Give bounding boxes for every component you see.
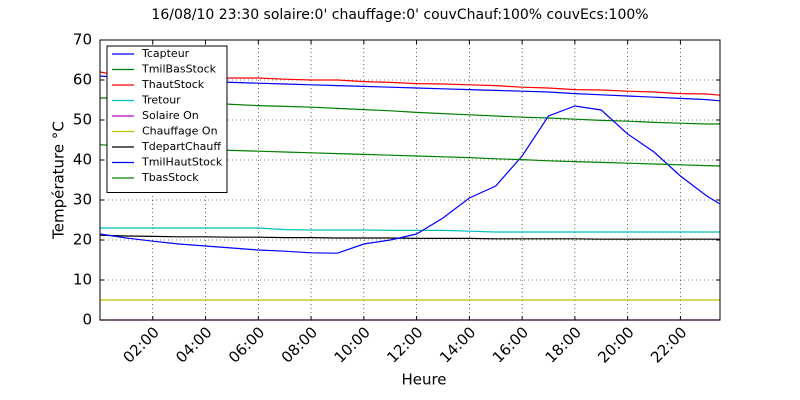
legend-label: TmilHautStock xyxy=(141,156,223,169)
chart-title: 16/08/10 23:30 solaire:0' chauffage:0' c… xyxy=(151,7,648,23)
y-tick-label: 0 xyxy=(82,311,92,329)
series-line xyxy=(99,105,721,254)
legend-label: ThautStock xyxy=(141,78,205,91)
y-tick-label: 50 xyxy=(73,111,92,129)
legend-label: Tretour xyxy=(141,94,181,107)
y-tick-label: 70 xyxy=(73,31,92,49)
y-axis-label: Température °C xyxy=(50,121,68,240)
y-tick-label: 40 xyxy=(73,151,92,169)
y-tick-label: 60 xyxy=(73,71,92,89)
legend-label: TmilBasStock xyxy=(141,63,217,76)
x-axis-label: Heure xyxy=(401,371,446,389)
series-line xyxy=(99,234,720,240)
legend-label: TbasStock xyxy=(141,171,199,184)
legend-label: Tcapteur xyxy=(141,47,190,60)
series-line xyxy=(100,227,720,233)
y-tick-label: 10 xyxy=(73,271,92,289)
legend-label: Chauffage On xyxy=(142,125,218,138)
y-tick-label: 20 xyxy=(73,231,92,249)
y-tick-label: 30 xyxy=(73,191,92,209)
plot-frame xyxy=(99,39,721,321)
legend-label: TdepartChauff xyxy=(141,140,221,153)
legend-label: Solaire On xyxy=(142,109,199,122)
legend-box xyxy=(106,45,228,193)
